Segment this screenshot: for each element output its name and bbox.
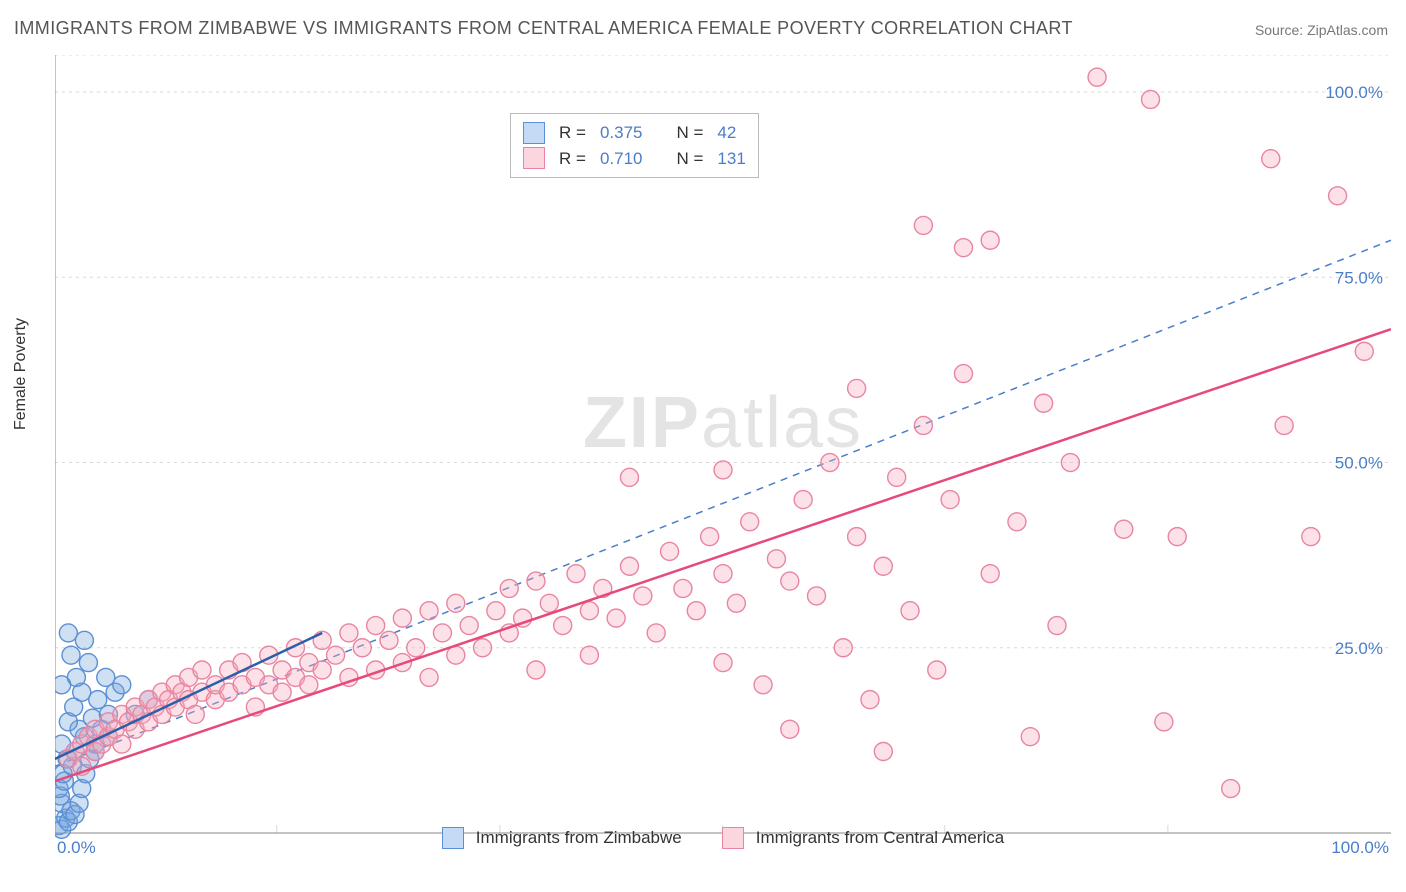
r-value: 0.375 [600, 120, 643, 146]
svg-text:100.0%: 100.0% [1325, 83, 1383, 102]
legend-row-zimbabwe: R = 0.375 N = 42 [523, 120, 746, 146]
legend-label: Immigrants from Zimbabwe [476, 828, 682, 848]
svg-text:50.0%: 50.0% [1335, 454, 1383, 473]
swatch-zimbabwe [523, 122, 545, 144]
legend-label: Immigrants from Central America [756, 828, 1004, 848]
svg-text:75.0%: 75.0% [1335, 268, 1383, 287]
swatch-central-america [722, 827, 744, 849]
source-attribution: Source: ZipAtlas.com [1255, 22, 1388, 38]
swatch-central-america [523, 147, 545, 169]
r-label: R = [559, 120, 586, 146]
n-value: 42 [717, 120, 736, 146]
legend-item-central-america: Immigrants from Central America [722, 827, 1004, 849]
n-value: 131 [717, 146, 745, 172]
n-label: N = [676, 146, 703, 172]
chart-title: IMMIGRANTS FROM ZIMBABWE VS IMMIGRANTS F… [14, 18, 1073, 39]
r-label: R = [559, 146, 586, 172]
svg-text:25.0%: 25.0% [1335, 639, 1383, 658]
correlation-legend: R = 0.375 N = 42 R = 0.710 N = 131 [510, 113, 759, 178]
y-axis-label: Female Poverty [12, 318, 30, 430]
legend-item-zimbabwe: Immigrants from Zimbabwe [442, 827, 682, 849]
r-value: 0.710 [600, 146, 643, 172]
scatter-plot: 25.0%50.0%75.0%100.0%0.0%100.0% ZIPatlas… [55, 55, 1391, 855]
swatch-zimbabwe [442, 827, 464, 849]
legend-row-central-america: R = 0.710 N = 131 [523, 146, 746, 172]
series-legend: Immigrants from Zimbabwe Immigrants from… [55, 827, 1391, 849]
n-label: N = [676, 120, 703, 146]
